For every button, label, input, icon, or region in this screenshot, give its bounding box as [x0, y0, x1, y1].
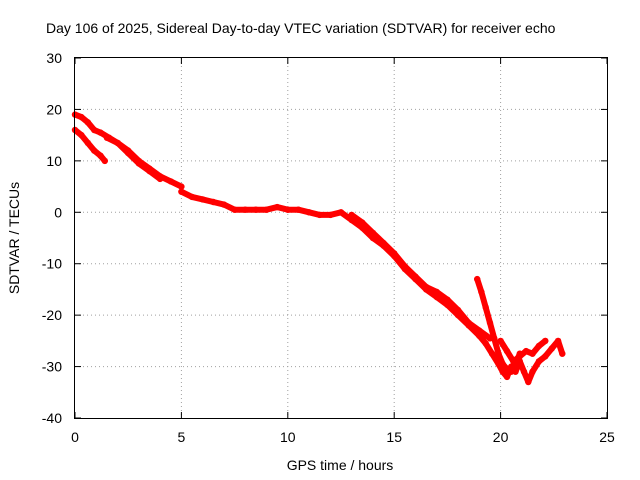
data-point: [535, 342, 543, 350]
data-point: [529, 350, 536, 357]
data-point: [327, 211, 334, 219]
data-point: [422, 283, 430, 291]
x-tick-label: 5: [178, 429, 186, 445]
data-point: [380, 239, 387, 247]
data-point: [274, 203, 281, 211]
data-point: [476, 327, 483, 334]
data-point: [474, 275, 481, 283]
data-point: [263, 206, 270, 213]
data-point: [284, 206, 291, 213]
y-tick-label: 30: [46, 50, 62, 66]
data-point: [114, 139, 121, 147]
y-tick-label: -30: [42, 359, 62, 375]
data-point: [522, 347, 530, 355]
data-point: [305, 209, 313, 216]
data-point: [91, 126, 98, 134]
data-point: [554, 337, 562, 345]
data-point: [156, 175, 164, 183]
data-point: [510, 358, 517, 365]
data-point: [231, 206, 238, 213]
chart-title: Day 106 of 2025, Sidereal Day-to-day VTE…: [46, 20, 556, 36]
data-point: [476, 332, 483, 339]
data-point: [444, 296, 451, 303]
data-point: [135, 160, 142, 167]
series-group: [71, 111, 566, 386]
data-point: [348, 211, 355, 219]
plot-frame: [74, 57, 608, 419]
data-point: [316, 211, 323, 219]
data-point: [178, 183, 185, 190]
axis-ticks: 0 5 10 15 20 25 -40 -30 -20 -10 0 10 20 30: [42, 50, 615, 445]
data-point: [535, 358, 543, 365]
data-point: [491, 335, 498, 342]
data-point: [412, 273, 419, 280]
data-point: [401, 263, 408, 270]
data-point: [499, 360, 506, 368]
data-point: [520, 368, 528, 375]
y-tick-label: -20: [42, 307, 62, 323]
data-point: [220, 201, 228, 208]
data-point: [359, 219, 366, 226]
y-tick-label: -10: [42, 256, 62, 272]
data-point: [516, 353, 523, 360]
y-tick-label: -40: [42, 410, 62, 426]
x-tick-label: 20: [493, 429, 509, 445]
data-point: [84, 119, 92, 126]
data-point: [486, 319, 494, 327]
data-point: [188, 193, 196, 201]
data-point: [542, 353, 549, 360]
data-point: [482, 304, 489, 311]
data-point: [78, 131, 85, 139]
data-point: [146, 167, 153, 175]
data-point: [433, 288, 440, 296]
data-point: [497, 337, 504, 345]
data-point: [91, 147, 98, 154]
x-tick-label: 10: [280, 429, 296, 445]
data-point: [167, 178, 174, 185]
data-point: [503, 347, 511, 355]
data-point: [369, 229, 377, 237]
data-point: [529, 368, 536, 375]
data-point: [252, 206, 260, 213]
data-point: [454, 306, 462, 314]
grid: [75, 58, 607, 418]
data-point: [125, 149, 132, 157]
data-point: [337, 209, 345, 216]
data-point: [84, 139, 92, 147]
data-point: [295, 206, 302, 213]
data-point: [478, 288, 485, 296]
data-point: [465, 319, 472, 327]
data-point: [101, 157, 109, 165]
data-point: [508, 368, 515, 375]
y-tick-label: 10: [46, 153, 62, 169]
data-point: [103, 134, 111, 141]
data-point: [495, 350, 502, 357]
data-point: [210, 198, 217, 206]
data-point: [391, 250, 398, 257]
data-point: [559, 350, 566, 357]
data-point: [548, 345, 555, 352]
data-point: [199, 196, 206, 203]
x-axis-label: GPS time / hours: [287, 457, 394, 473]
y-axis-label: SDTVAR / TECUs: [6, 182, 22, 294]
data-point: [178, 188, 185, 195]
data-point: [78, 113, 85, 121]
x-tick-label: 0: [71, 429, 79, 445]
data-point: [242, 206, 249, 213]
x-tick-label: 15: [386, 429, 402, 445]
data-point: [488, 350, 496, 357]
data-point: [503, 373, 511, 381]
data-point: [97, 129, 104, 136]
data-point: [482, 340, 489, 347]
data-point: [525, 378, 532, 386]
data-point: [542, 337, 549, 345]
data-point: [97, 152, 104, 159]
x-tick-label: 25: [599, 429, 615, 445]
y-tick-label: 20: [46, 101, 62, 117]
y-tick-label: 0: [54, 204, 62, 220]
